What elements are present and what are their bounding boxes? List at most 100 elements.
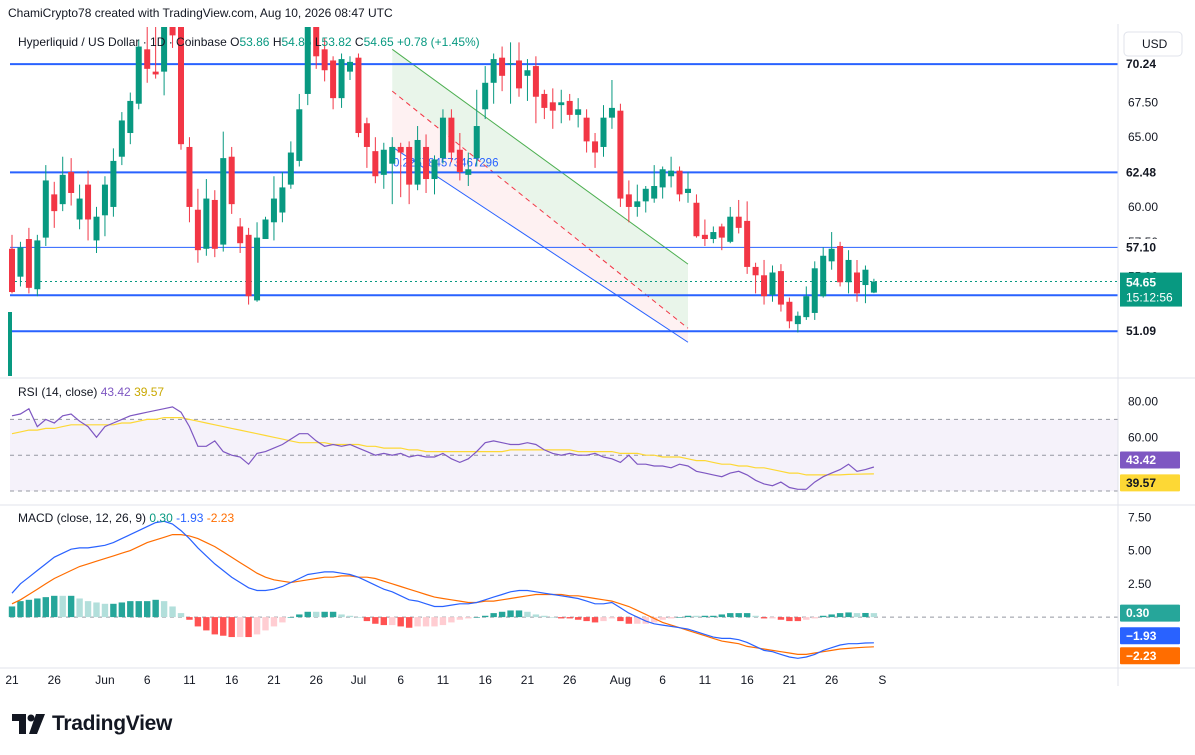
macd-histogram-bar: [600, 617, 607, 622]
macd-histogram-bar: [355, 617, 362, 618]
level-badge-bg: [1120, 238, 1180, 256]
level-badge: 57.10: [1126, 240, 1156, 254]
candle-body: [668, 170, 675, 177]
candle-body: [9, 248, 15, 293]
macd-histogram-bar: [422, 617, 430, 627]
candle-body: [549, 102, 556, 111]
legend-close: 54.65 +0.78 (+1.45%): [364, 35, 480, 49]
macd-histogram-bar: [667, 617, 675, 619]
candle-body: [423, 146, 430, 180]
candle-body: [448, 117, 455, 153]
level-badge: 62.48: [1126, 165, 1156, 179]
candle-body: [837, 245, 844, 283]
x-tick-label: 16: [479, 673, 493, 687]
macd-histogram-bar: [811, 617, 818, 619]
chart[interactable]: 0.2257845734672​96 21 26 Jun 6 11 16 21 26 Jul 6 1…: [0, 24, 1195, 700]
macd-histogram-bar: [414, 617, 421, 627]
candle-body: [845, 259, 852, 283]
legends: Hyperliquid / US Dollar · 1D · Coinbase …: [18, 31, 1183, 525]
macd-histogram-bar: [110, 603, 117, 618]
level-badge-bg: [1120, 322, 1180, 340]
candle-body: [254, 237, 261, 301]
macd-badge: 0.30: [1126, 606, 1150, 620]
candle-body: [769, 272, 776, 295]
candle-body: [338, 59, 345, 99]
x-tick-label: S: [878, 673, 886, 687]
macd-histogram-bar: [76, 598, 83, 618]
macd-histogram-bar: [8, 606, 16, 618]
macd-histogram-bar: [710, 615, 717, 618]
macd-histogram-bar: [313, 611, 320, 618]
candle-body: [321, 49, 328, 71]
currency-button[interactable]: USD: [1142, 37, 1168, 51]
macd-histogram-bar: [59, 595, 66, 618]
level-badge: 51.09: [1126, 324, 1156, 338]
macd-tick-label: 7.50: [1128, 510, 1152, 524]
macd-histogram-bar: [465, 617, 472, 619]
candle-body: [625, 194, 632, 207]
macd-histogram-bar: [591, 617, 599, 623]
candle-body: [431, 159, 438, 180]
macd-histogram-bar: [803, 617, 810, 620]
tradingview-logo[interactable]: TradingView: [12, 712, 172, 736]
macd-histogram-bar: [169, 606, 176, 618]
macd-legend-title: MACD (close, 12, 26, 9): [18, 511, 149, 525]
candle-body: [727, 216, 734, 242]
macd-histogram-bar: [67, 595, 75, 618]
macd-histogram-bar: [845, 612, 852, 618]
macd-badge-bg: [1120, 604, 1180, 622]
macd-histogram-bar: [253, 617, 261, 635]
channel-upper-fill: [392, 49, 688, 329]
x-tick-label: 6: [397, 673, 404, 687]
candle-body: [93, 216, 100, 241]
macd-histogram-bar: [760, 617, 768, 619]
candle-body: [101, 184, 108, 216]
macd-legend-signal: -2.23: [207, 511, 235, 525]
candle-body: [110, 160, 117, 207]
rsi-legend-value: 43.42: [101, 385, 134, 399]
candle-body: [68, 172, 75, 193]
left-edge-marker: [8, 312, 12, 376]
macd-histogram-bar: [389, 617, 396, 626]
macd-histogram-bar: [524, 611, 531, 618]
candle-body: [786, 301, 793, 322]
macd-histogram-bar: [777, 617, 785, 620]
macd-histogram-bar: [541, 615, 548, 618]
macd-histogram-bar: [118, 602, 126, 618]
tradingview-logo-text: TradingView: [52, 712, 173, 735]
macd-histogram-bar: [693, 615, 700, 618]
candle-body: [558, 102, 565, 106]
macd-histogram-bar: [296, 614, 303, 618]
macd-histogram-bar: [507, 610, 514, 618]
x-tick-label: 26: [310, 673, 324, 687]
candle-body: [862, 269, 869, 286]
candle-body: [524, 70, 531, 76]
macd-histogram-bar: [42, 597, 49, 618]
x-tick-label: 26: [563, 673, 577, 687]
candle-body: [439, 117, 446, 159]
candle-body: [296, 109, 303, 161]
macd-histogram-bar: [304, 611, 311, 618]
macd-histogram-bar: [338, 614, 345, 618]
macd-histogram-bar: [490, 613, 497, 618]
x-tick-label: Aug: [610, 673, 631, 687]
candle-body: [532, 66, 539, 97]
channel-bottom-line: [391, 146, 689, 343]
candle-body: [220, 158, 227, 245]
candle-body: [194, 209, 201, 251]
macd-histogram-bar: [735, 613, 742, 618]
macd-histogram-bar: [220, 617, 227, 636]
macd-histogram-bar: [769, 617, 776, 619]
macd-tick-label: 2.50: [1128, 577, 1152, 591]
candle-body: [228, 156, 235, 205]
macd-histogram-bar: [786, 617, 793, 622]
legend-open-label: O: [230, 35, 239, 49]
candle-body: [76, 198, 83, 220]
candle-body: [490, 59, 497, 83]
price-legend: Hyperliquid / US Dollar · 1D · Coinbase …: [18, 35, 480, 49]
x-tick-label: Jun: [95, 673, 114, 687]
macd-histogram-bar: [346, 615, 354, 618]
candle-body: [211, 199, 218, 249]
macd-histogram-bar: [262, 617, 269, 631]
macd-histogram-bar: [794, 617, 802, 622]
